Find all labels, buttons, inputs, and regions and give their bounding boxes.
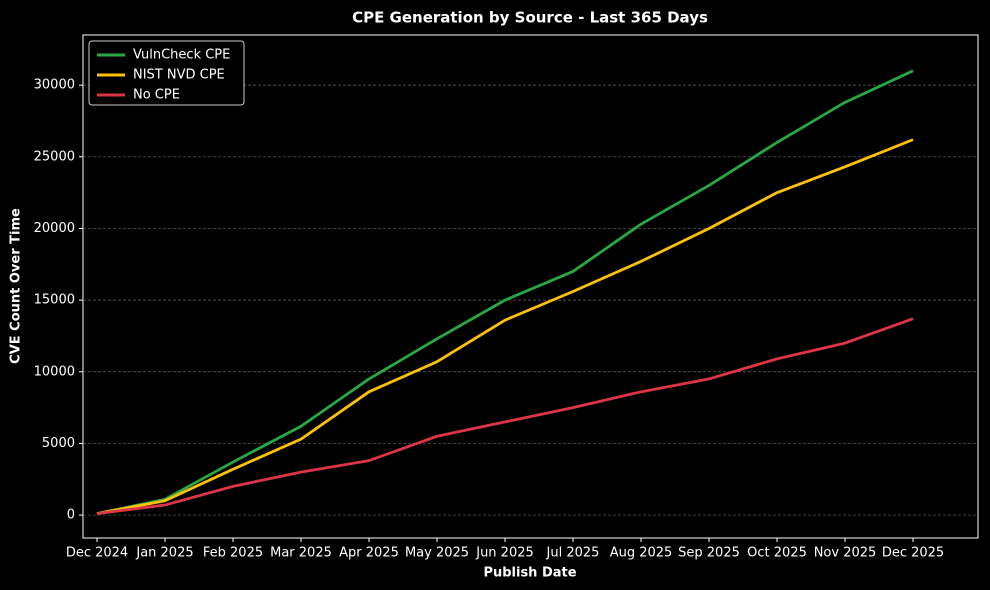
x-tick-label: Dec 2024 xyxy=(66,546,128,561)
legend-label: NIST NVD CPE xyxy=(133,68,225,83)
plot-frame xyxy=(82,34,979,539)
series-line xyxy=(96,317,914,516)
x-tick-label: Sep 2025 xyxy=(678,546,740,561)
x-tick-label: Nov 2025 xyxy=(814,546,877,561)
y-tick-label: 5000 xyxy=(42,436,75,451)
x-tick-label: May 2025 xyxy=(405,546,469,561)
x-tick-label: Aug 2025 xyxy=(610,546,673,561)
legend-label: No CPE xyxy=(133,88,180,103)
series-line xyxy=(96,69,914,516)
series-line xyxy=(96,138,914,516)
y-tick-label: 25000 xyxy=(34,149,75,164)
y-axis-label: CVE Count Over Time xyxy=(9,208,24,364)
legend-box xyxy=(88,40,245,106)
x-tick-label: Dec 2025 xyxy=(882,546,944,561)
y-tick-label: 20000 xyxy=(34,221,75,236)
legend-label: VulnCheck CPE xyxy=(133,48,230,63)
x-tick-label: Feb 2025 xyxy=(203,546,263,561)
x-tick-label: Jan 2025 xyxy=(135,546,193,561)
x-tick-label: Jul 2025 xyxy=(546,546,600,561)
y-tick-label: 30000 xyxy=(34,78,75,93)
x-tick-label: Oct 2025 xyxy=(747,546,807,561)
y-tick-label: 0 xyxy=(67,508,75,523)
x-axis-label: Publish Date xyxy=(483,566,576,581)
x-tick-label: Mar 2025 xyxy=(270,546,332,561)
x-tick-label: Jun 2025 xyxy=(475,546,534,561)
y-tick-label: 15000 xyxy=(34,293,75,308)
chart-title: CPE Generation by Source - Last 365 Days xyxy=(352,9,708,27)
x-tick-label: Apr 2025 xyxy=(339,546,399,561)
y-tick-label: 10000 xyxy=(34,364,75,379)
